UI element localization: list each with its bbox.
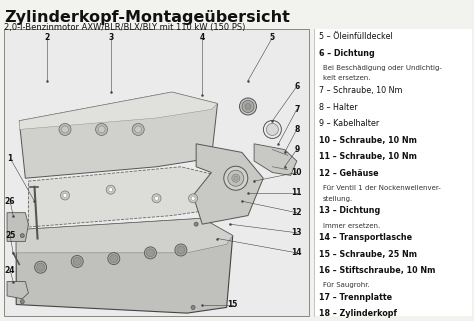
Ellipse shape xyxy=(189,194,198,203)
Text: 24: 24 xyxy=(5,265,15,274)
Polygon shape xyxy=(19,92,218,129)
Text: keit ersetzen.: keit ersetzen. xyxy=(323,75,371,82)
Text: 11 – Schraube, 10 Nm: 11 – Schraube, 10 Nm xyxy=(319,152,417,161)
Text: Zylinderkopf-Montageübersicht: Zylinderkopf-Montageübersicht xyxy=(4,10,290,25)
Text: 6 – Dichtung: 6 – Dichtung xyxy=(319,48,375,57)
Bar xyxy=(4,29,309,316)
Text: 5: 5 xyxy=(270,33,275,42)
Ellipse shape xyxy=(96,124,108,135)
Text: Bei Beschädigung oder Undichtig-: Bei Beschädigung oder Undichtig- xyxy=(323,65,442,71)
Text: 8: 8 xyxy=(294,125,300,134)
Ellipse shape xyxy=(71,256,83,267)
Polygon shape xyxy=(16,218,233,313)
Ellipse shape xyxy=(98,126,105,133)
Ellipse shape xyxy=(239,98,256,115)
Text: 12 – Gehäuse: 12 – Gehäuse xyxy=(319,169,379,178)
Ellipse shape xyxy=(36,263,45,271)
Text: 18 – Zylinderkopf: 18 – Zylinderkopf xyxy=(319,309,397,318)
Ellipse shape xyxy=(106,185,115,194)
Text: 3: 3 xyxy=(108,33,113,42)
Ellipse shape xyxy=(155,196,158,200)
Ellipse shape xyxy=(20,299,24,304)
Text: 15 – Schraube, 25 Nm: 15 – Schraube, 25 Nm xyxy=(319,249,417,258)
Text: stellung.: stellung. xyxy=(323,195,353,202)
Text: 10: 10 xyxy=(292,168,302,177)
Ellipse shape xyxy=(109,188,113,192)
Ellipse shape xyxy=(194,222,198,226)
Text: 16 – Stiftschraube, 10 Nm: 16 – Stiftschraube, 10 Nm xyxy=(319,266,436,275)
Ellipse shape xyxy=(108,253,120,265)
Polygon shape xyxy=(7,282,28,299)
Polygon shape xyxy=(28,167,218,227)
Polygon shape xyxy=(193,144,263,224)
Text: 17 – Trennplatte: 17 – Trennplatte xyxy=(319,293,392,302)
Text: 12: 12 xyxy=(292,208,302,217)
Ellipse shape xyxy=(191,305,195,309)
Ellipse shape xyxy=(135,126,142,133)
Ellipse shape xyxy=(242,100,254,112)
Ellipse shape xyxy=(132,124,144,135)
Ellipse shape xyxy=(62,126,69,133)
Text: 6: 6 xyxy=(294,82,300,91)
Ellipse shape xyxy=(266,124,278,135)
Text: Für Ventil 1 der Nockenwellenver-: Für Ventil 1 der Nockenwellenver- xyxy=(323,185,441,191)
Text: 11: 11 xyxy=(292,188,302,197)
Ellipse shape xyxy=(110,255,118,263)
Text: 4: 4 xyxy=(200,33,205,42)
Ellipse shape xyxy=(224,166,248,190)
Text: 2: 2 xyxy=(44,33,49,42)
Ellipse shape xyxy=(61,191,70,200)
Ellipse shape xyxy=(145,247,156,259)
Text: 10 – Schraube, 10 Nm: 10 – Schraube, 10 Nm xyxy=(319,135,417,144)
Ellipse shape xyxy=(146,249,155,257)
Text: 9: 9 xyxy=(294,145,300,154)
Ellipse shape xyxy=(63,194,67,197)
Ellipse shape xyxy=(177,246,185,254)
Text: 15: 15 xyxy=(228,300,238,309)
Ellipse shape xyxy=(232,174,240,182)
Polygon shape xyxy=(7,213,28,241)
Text: Immer ersetzen.: Immer ersetzen. xyxy=(323,222,380,229)
Text: 9 – Kabelhalter: 9 – Kabelhalter xyxy=(319,119,379,128)
Ellipse shape xyxy=(228,170,244,186)
Text: 26: 26 xyxy=(5,197,15,206)
Text: 7 – Schraube, 10 Nm: 7 – Schraube, 10 Nm xyxy=(319,86,402,95)
Text: 13: 13 xyxy=(292,228,302,237)
Polygon shape xyxy=(19,92,218,178)
Text: 5 – Öleinfülldeckel: 5 – Öleinfülldeckel xyxy=(319,32,393,41)
Ellipse shape xyxy=(59,124,71,135)
Ellipse shape xyxy=(175,244,187,256)
Polygon shape xyxy=(254,144,297,175)
Ellipse shape xyxy=(245,103,251,109)
Ellipse shape xyxy=(35,261,46,273)
Bar xyxy=(314,29,472,316)
Text: 8 – Halter: 8 – Halter xyxy=(319,102,357,111)
Text: 1: 1 xyxy=(8,154,13,163)
Text: 14: 14 xyxy=(292,248,302,257)
Ellipse shape xyxy=(73,257,81,265)
Text: 14 – Transportlasche: 14 – Transportlasche xyxy=(319,233,412,242)
Ellipse shape xyxy=(152,194,161,203)
Ellipse shape xyxy=(20,234,24,238)
Polygon shape xyxy=(16,218,233,253)
Text: 2,0-l-Benzinmotor AXW/BLR/BLX/BLY mit 110 kW (150 PS): 2,0-l-Benzinmotor AXW/BLR/BLX/BLY mit 11… xyxy=(4,23,246,32)
Text: Für Saugrohr.: Für Saugrohr. xyxy=(323,282,370,289)
Ellipse shape xyxy=(234,176,238,180)
Ellipse shape xyxy=(191,196,195,200)
Text: 7: 7 xyxy=(294,105,300,114)
Text: 13 – Dichtung: 13 – Dichtung xyxy=(319,206,380,215)
Text: 25: 25 xyxy=(5,231,15,240)
